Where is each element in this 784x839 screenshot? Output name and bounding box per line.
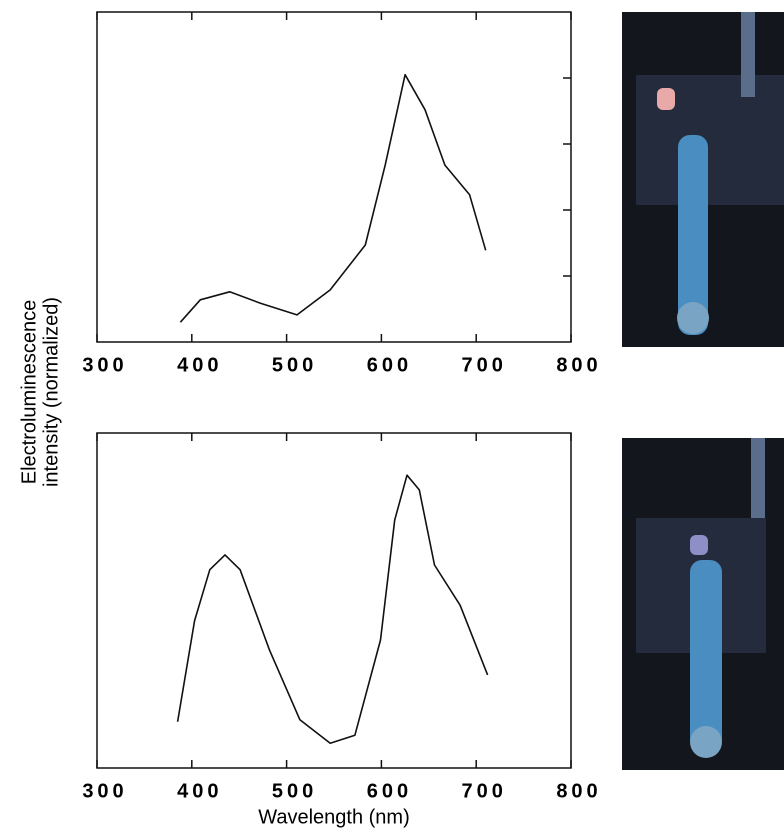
x-tick-label: 600	[367, 780, 412, 802]
x-tick-label: 500	[272, 780, 317, 802]
x-tick-label: 700	[462, 354, 507, 376]
photo-top	[622, 12, 784, 347]
x-tick-label: 300	[82, 354, 127, 376]
x-tick-label: 400	[177, 780, 222, 802]
x-axis-label: Wavelength (nm)	[258, 806, 410, 828]
x-tick-label: 800	[556, 780, 601, 802]
x-tick-label: 500	[272, 354, 317, 376]
x-tick-label: 800	[556, 354, 601, 376]
x-tick-label: 400	[177, 354, 222, 376]
plot-frame	[96, 432, 572, 769]
photo-bottom	[622, 438, 784, 770]
spectrum-line	[179, 73, 487, 323]
x-tick-label: 600	[367, 354, 412, 376]
spectrum-line	[176, 474, 489, 744]
x-tick-label: 700	[462, 780, 507, 802]
y-axis-label: Electroluminescence	[18, 300, 40, 485]
plot-frame	[96, 11, 572, 343]
y-axis-label: intensity (normalized)	[40, 297, 62, 487]
x-tick-label: 300	[82, 780, 127, 802]
